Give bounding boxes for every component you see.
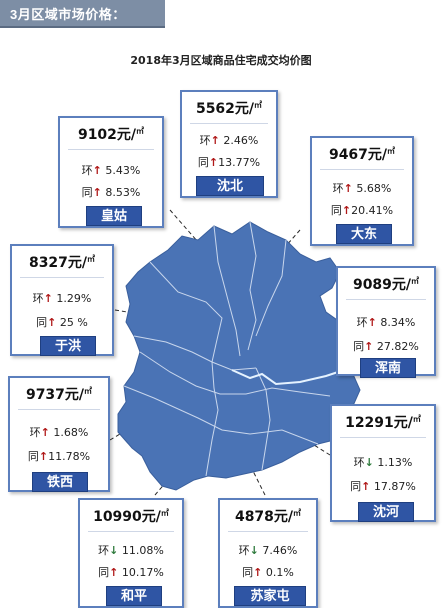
district-name-tag: 皇姑 — [86, 206, 142, 226]
yoy-change-row: 同↑ 8.53% — [81, 186, 141, 199]
district-name-tag: 沈河 — [358, 502, 414, 522]
yoy-change-row: 同↑ 0.1% — [242, 566, 294, 579]
mom-change-row: 环↑ 5.68% — [332, 182, 392, 195]
price-value: 10990元/㎡ — [93, 508, 169, 525]
district-card-heping: 10990元/㎡ 环↓ 11.08% 同↑ 10.17% 和平 — [78, 498, 184, 608]
arrow-up-icon: ↑ — [210, 134, 220, 147]
district-name-tag: 于洪 — [40, 336, 96, 356]
mom-change-row: 环↓ 11.08% — [98, 544, 164, 557]
district-name-tag: 浑南 — [360, 358, 416, 378]
arrow-up-icon: ↑ — [40, 426, 50, 439]
district-name-tag: 大东 — [336, 224, 392, 244]
district-name-tag: 苏家屯 — [234, 586, 306, 606]
mom-change-row: 环↑ 1.29% — [32, 292, 92, 305]
price-value: 5562元/㎡ — [195, 100, 263, 117]
yoy-change-row: 同↑ 10.17% — [98, 566, 164, 579]
arrow-up-icon: ↑ — [343, 182, 353, 195]
arrow-up-icon: ↑ — [109, 566, 119, 579]
leader-line-sujiatun — [249, 464, 266, 496]
arrow-up-icon: ↑ — [364, 340, 374, 353]
price-value: 12291元/㎡ — [345, 414, 421, 431]
arrow-up-icon: ↑ — [92, 186, 102, 199]
arrow-down-icon: ↓ — [364, 456, 374, 469]
mom-change-row: 环↓ 1.13% — [353, 456, 413, 469]
arrow-up-icon: ↑ — [253, 566, 263, 579]
price-value: 4878元/㎡ — [234, 508, 302, 525]
price-value: 9089元/㎡ — [352, 276, 420, 293]
arrow-up-icon: ↑ — [208, 156, 219, 169]
arrow-up-icon: ↑ — [92, 164, 102, 177]
yoy-change-row: 同↑ 27.82% — [353, 340, 419, 353]
district-boundaries — [123, 221, 331, 477]
district-card-hunnan: 9089元/㎡ 环↑ 8.34% 同↑ 27.82% 浑南 — [336, 266, 436, 378]
arrow-up-icon: ↑ — [43, 292, 53, 305]
price-value: 9737元/㎡ — [25, 386, 93, 403]
arrow-up-icon: ↑ — [361, 480, 371, 493]
chart-title: 2018年3月区域商品住宅成交均价图 — [130, 54, 312, 67]
mom-change-row: 环↑ 5.43% — [81, 164, 141, 177]
district-card-tiexi: 9737元/㎡ 环↑ 1.68% 同↑11.78% 铁西 — [8, 376, 110, 492]
price-value: 9467元/㎡ — [328, 146, 396, 163]
arrow-up-icon: ↑ — [367, 316, 377, 329]
district-name-tag: 铁西 — [32, 472, 88, 492]
district-name-tag: 和平 — [106, 586, 162, 606]
arrow-down-icon: ↓ — [249, 544, 259, 557]
yoy-change-row: 同↑ 25 % — [36, 316, 88, 329]
price-value: 8327元/㎡ — [28, 254, 96, 271]
yoy-change-row: 同↑11.78% — [27, 450, 91, 463]
yoy-change-row: 同↑20.41% — [330, 204, 394, 217]
section-header: 3月区域市场价格： — [0, 0, 165, 28]
district-card-shenhe: 12291元/㎡ 环↓ 1.13% 同↑ 17.87% 沈河 — [330, 404, 436, 522]
price-value: 9102元/㎡ — [77, 126, 145, 143]
district-card-yuhong: 8327元/㎡ 环↑ 1.29% 同↑ 25 % 于洪 — [10, 244, 114, 356]
section-header-label: 3月区域市场价格： — [10, 7, 126, 22]
district-card-huanggu: 9102元/㎡ 环↑ 5.43% 同↑ 8.53% 皇姑 — [58, 116, 164, 228]
river-line — [231, 367, 351, 386]
yoy-change-row: 同↑ 17.87% — [350, 480, 416, 493]
district-card-sujiatun: 4878元/㎡ 环↓ 7.46% 同↑ 0.1% 苏家屯 — [218, 498, 318, 608]
mom-change-row: 环↑ 2.46% — [199, 134, 259, 147]
yoy-change-row: 同↑13.77% — [197, 156, 261, 169]
arrow-up-icon: ↑ — [38, 450, 49, 463]
city-map-outline — [117, 221, 361, 491]
mom-change-row: 环↑ 8.34% — [356, 316, 416, 329]
arrow-up-icon: ↑ — [47, 316, 57, 329]
arrow-up-icon: ↑ — [341, 204, 352, 217]
district-card-dadong: 9467元/㎡ 环↑ 5.68% 同↑20.41% 大东 — [310, 136, 414, 246]
arrow-down-icon: ↓ — [109, 544, 119, 557]
mom-change-row: 环↓ 7.46% — [238, 544, 298, 557]
district-card-shenbei: 5562元/㎡ 环↑ 2.46% 同↑13.77% 沈北 — [180, 90, 278, 198]
district-name-tag: 沈北 — [196, 176, 264, 196]
mom-change-row: 环↑ 1.68% — [29, 426, 89, 439]
